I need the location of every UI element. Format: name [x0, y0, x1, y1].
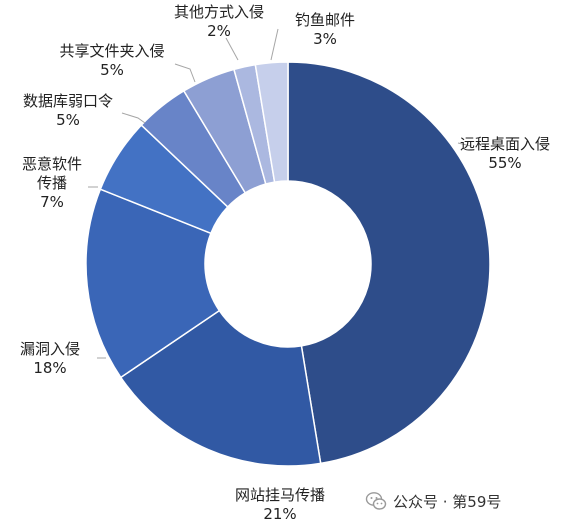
watermark-text: 公众号 · 第59号: [393, 492, 502, 511]
value-label-7: 3%: [313, 30, 337, 48]
slice-2: [85, 188, 221, 379]
category-label-3: 传播: [37, 174, 67, 192]
wechat-icon: [365, 492, 387, 510]
leader-line-0: [457, 142, 472, 147]
leader-line-6: [225, 37, 239, 61]
value-label-5: 5%: [100, 61, 124, 79]
category-label-2: 漏洞入侵: [20, 340, 80, 358]
slice-7: [254, 61, 289, 183]
slice-1: [119, 309, 322, 467]
value-label-2: 18%: [33, 359, 66, 377]
watermark: 公众号 · 第59号: [365, 488, 501, 514]
category-label-7: 钓鱼邮件: [295, 11, 355, 29]
value-label-1: 21%: [263, 505, 296, 523]
slice-0: [287, 61, 491, 465]
category-label-5: 共享文件夹入侵: [59, 42, 164, 60]
category-label-0: 远程桌面入侵: [460, 135, 550, 153]
category-label-4: 数据库弱口令: [23, 92, 113, 110]
leader-line-5: [174, 63, 196, 83]
value-label-0: 55%: [488, 154, 521, 172]
category-label-6: 其他方式入侵: [174, 3, 264, 21]
category-label-3: 恶意软件: [22, 155, 82, 173]
leader-line-4: [121, 112, 146, 124]
value-label-6: 2%: [207, 22, 231, 40]
category-label-1: 网站挂马传播: [235, 486, 325, 504]
leader-line-7: [270, 28, 279, 61]
value-label-4: 5%: [56, 111, 80, 129]
value-label-3: 7%: [40, 193, 64, 211]
